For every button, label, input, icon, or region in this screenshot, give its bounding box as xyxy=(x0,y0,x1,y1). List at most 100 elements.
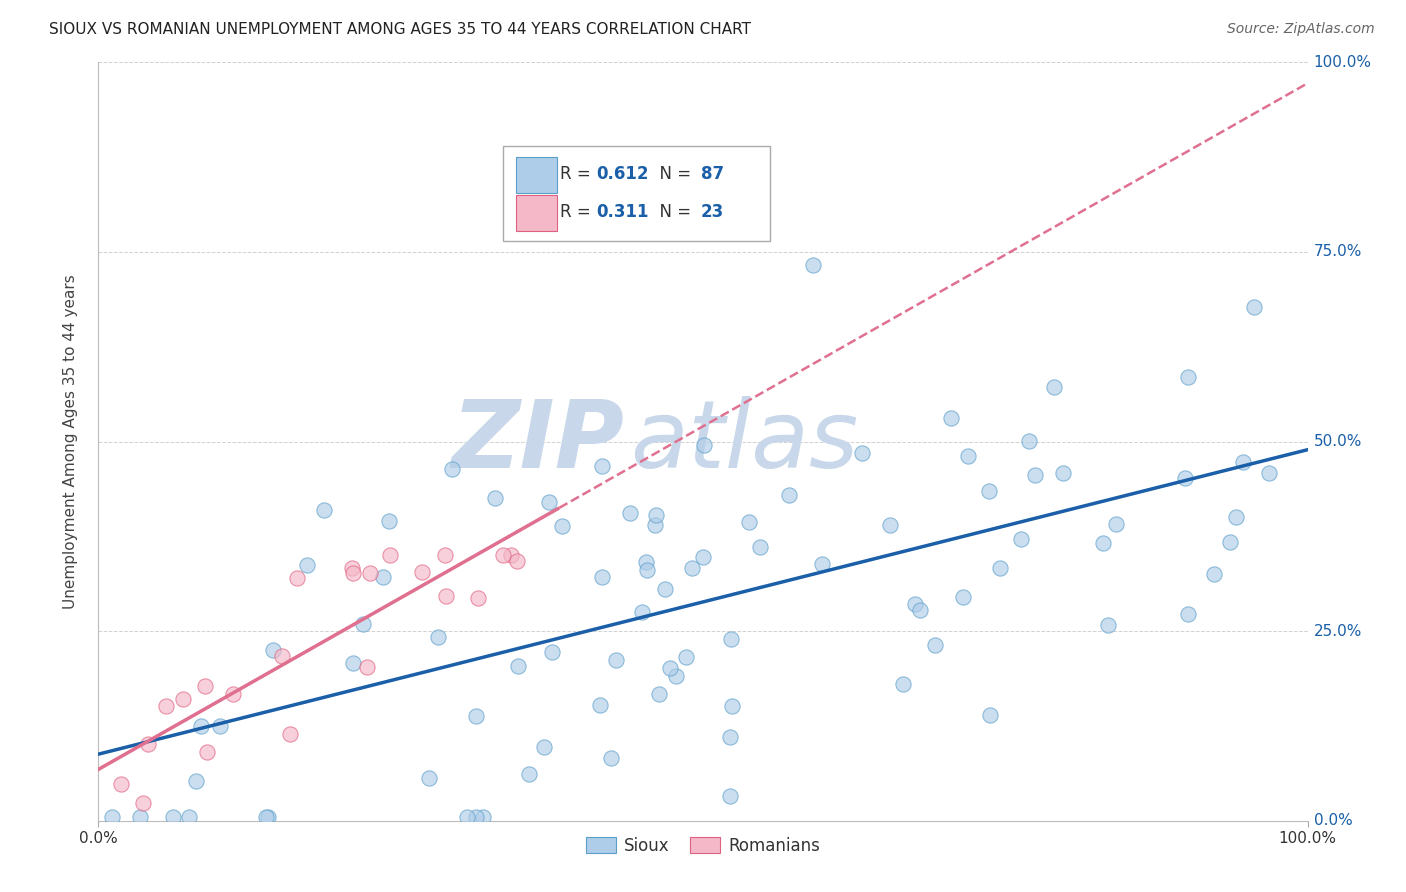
Point xyxy=(681,561,703,575)
Point xyxy=(718,730,741,744)
Point xyxy=(636,563,658,577)
Point xyxy=(1174,471,1197,485)
Point xyxy=(254,810,277,824)
FancyBboxPatch shape xyxy=(503,145,769,241)
Point xyxy=(177,810,200,824)
Point xyxy=(749,541,772,555)
Text: 25.0%: 25.0% xyxy=(1313,624,1362,639)
Point xyxy=(811,557,834,571)
Point xyxy=(654,582,676,596)
Point xyxy=(904,597,927,611)
Point xyxy=(342,657,364,671)
Text: 75.0%: 75.0% xyxy=(1313,244,1362,260)
Point xyxy=(879,518,901,533)
Point xyxy=(101,810,124,824)
Text: 100.0%: 100.0% xyxy=(1313,55,1372,70)
Point xyxy=(262,643,284,657)
Point xyxy=(110,777,132,791)
Point xyxy=(851,446,873,460)
Point xyxy=(952,590,974,604)
Point xyxy=(533,739,555,754)
Point xyxy=(418,772,440,786)
Point xyxy=(1177,370,1199,384)
Text: atlas: atlas xyxy=(630,396,859,487)
Point xyxy=(1018,434,1040,448)
Point xyxy=(721,698,744,713)
Point xyxy=(380,548,402,563)
Text: 50.0%: 50.0% xyxy=(1313,434,1362,449)
Point xyxy=(1024,468,1046,483)
Point xyxy=(630,606,652,620)
Point xyxy=(257,810,280,824)
Point xyxy=(484,491,506,505)
Point xyxy=(665,668,688,682)
Text: 0.0%: 0.0% xyxy=(1313,814,1353,828)
Point xyxy=(1232,455,1254,469)
Point xyxy=(434,589,457,603)
Point xyxy=(778,488,800,502)
Point xyxy=(636,555,658,569)
Point xyxy=(129,810,152,824)
Point xyxy=(434,548,457,563)
Text: N =: N = xyxy=(648,203,696,221)
Point xyxy=(132,796,155,810)
Point xyxy=(648,687,671,701)
FancyBboxPatch shape xyxy=(516,195,557,231)
Text: 23: 23 xyxy=(700,203,724,221)
Point xyxy=(645,508,668,522)
Point xyxy=(1219,535,1241,549)
Y-axis label: Unemployment Among Ages 35 to 44 years: Unemployment Among Ages 35 to 44 years xyxy=(63,274,77,609)
Point xyxy=(456,810,478,824)
Point xyxy=(1202,567,1225,582)
Point xyxy=(356,660,378,674)
Point xyxy=(692,549,714,564)
Point xyxy=(467,591,489,605)
Point xyxy=(285,571,308,585)
Text: Source: ZipAtlas.com: Source: ZipAtlas.com xyxy=(1227,22,1375,37)
Point xyxy=(278,727,301,741)
Point xyxy=(1043,380,1066,394)
Point xyxy=(693,438,716,452)
Text: N =: N = xyxy=(648,165,696,183)
Point xyxy=(270,649,292,664)
Point xyxy=(591,458,613,473)
Text: 0.311: 0.311 xyxy=(596,203,650,221)
Point xyxy=(155,698,177,713)
Point xyxy=(465,709,488,723)
Point xyxy=(737,516,759,530)
Point xyxy=(411,565,433,579)
FancyBboxPatch shape xyxy=(516,157,557,193)
Legend: Sioux, Romanians: Sioux, Romanians xyxy=(579,830,827,862)
Point xyxy=(440,462,463,476)
Point xyxy=(720,632,742,647)
Point xyxy=(194,680,217,694)
Point xyxy=(1105,516,1128,531)
Point xyxy=(295,558,318,573)
Point xyxy=(675,649,697,664)
Point xyxy=(644,518,666,533)
Point xyxy=(1052,466,1074,480)
Point xyxy=(162,810,184,824)
Point xyxy=(538,495,561,509)
Point xyxy=(1010,532,1032,546)
Point xyxy=(426,630,449,644)
Text: R =: R = xyxy=(561,165,596,183)
Point xyxy=(352,617,374,632)
Text: ZIP: ZIP xyxy=(451,395,624,488)
Point xyxy=(939,410,962,425)
Point xyxy=(1243,300,1265,314)
Point xyxy=(136,737,159,751)
Point xyxy=(600,751,623,765)
Point xyxy=(589,698,612,712)
Point xyxy=(979,707,1001,722)
Point xyxy=(1092,536,1115,550)
Point xyxy=(195,745,218,759)
Point xyxy=(172,691,194,706)
Point xyxy=(956,450,979,464)
Point xyxy=(222,687,245,701)
Point xyxy=(801,258,824,272)
Point xyxy=(314,503,336,517)
Text: 87: 87 xyxy=(700,165,724,183)
Point xyxy=(1177,607,1199,621)
Point xyxy=(359,566,381,581)
